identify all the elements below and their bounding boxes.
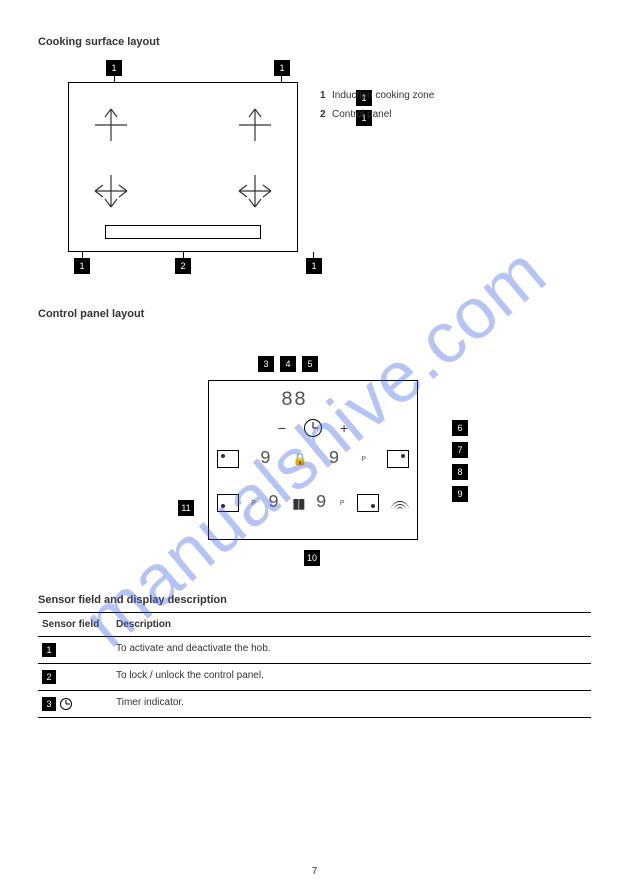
p-mark-left: P: [251, 500, 256, 507]
zone-select-tl: [217, 450, 239, 468]
clock-icon: [304, 419, 322, 437]
clock-icon: [60, 698, 72, 710]
burner-tr: [235, 105, 275, 145]
page-number: 7: [312, 866, 318, 877]
table-row: 1 To activate and deactivate the hob.: [38, 637, 591, 664]
zone-level-tr: 9: [329, 449, 341, 469]
table-row: 3 Timer indicator.: [38, 691, 591, 718]
burner-tl: [91, 105, 131, 145]
panel-callout-4: 4: [280, 356, 296, 372]
zone-level-bl: 9: [268, 493, 280, 513]
table-row: 2 To lock / unlock the control panel.: [38, 664, 591, 691]
cooktop-figure: 1 1 1 2 1 1 1: [68, 82, 328, 252]
p-mark-top: P: [361, 456, 366, 463]
table-heading: Sensor field and display description: [38, 594, 591, 606]
table-header: Sensor field Description: [38, 613, 591, 637]
panel-callout-6: 6: [452, 420, 468, 436]
clock-row: − +: [249, 419, 377, 437]
control-panel-slot: [105, 225, 261, 239]
cooktop-heading: Cooking surface layout: [38, 36, 591, 48]
panel-callout-3: 3: [258, 356, 274, 372]
panel-callout-11: 11: [178, 500, 194, 516]
cooktop-outline: [68, 82, 298, 252]
panel-callout-7: 7: [452, 442, 468, 458]
panel-callout-5: 5: [302, 356, 318, 372]
zone-select-tr: [387, 450, 409, 468]
burner-bl: [91, 171, 131, 211]
zone-level-br: 9: [316, 493, 328, 513]
callout-1d: 1: [306, 258, 322, 274]
zone-select-bl: [217, 494, 239, 512]
panel-heading: Control panel layout: [38, 308, 591, 320]
cooktop-legend: 1Induction cooking zone 2Control panel: [320, 88, 434, 126]
zone-select-br: [357, 494, 379, 512]
wifi-icon: [391, 496, 409, 510]
sensor-table: Sensor field Description 1 To activate a…: [38, 612, 591, 718]
panel-callout-8: 8: [452, 464, 468, 480]
callout-1c: 1: [74, 258, 90, 274]
zone-level-tl: 9: [260, 449, 272, 469]
burner-br: [235, 171, 275, 211]
callout-1a: 1: [106, 60, 122, 76]
pause-icon: ▮▮: [292, 495, 303, 512]
callout-2: 2: [175, 258, 191, 274]
lock-icon: 🔒: [293, 452, 308, 466]
panel-figure: 88 − + 9 🔒 9 P P 9 ▮▮ 9 P: [208, 380, 438, 540]
plus-icon: +: [340, 420, 348, 436]
panel-callout-9: 9: [452, 486, 468, 502]
minus-icon: −: [278, 420, 286, 436]
panel-callout-10: 10: [304, 550, 320, 566]
callout-1b: 1: [274, 60, 290, 76]
timer-display: 88: [281, 389, 307, 412]
p-mark-right: P: [340, 500, 345, 507]
